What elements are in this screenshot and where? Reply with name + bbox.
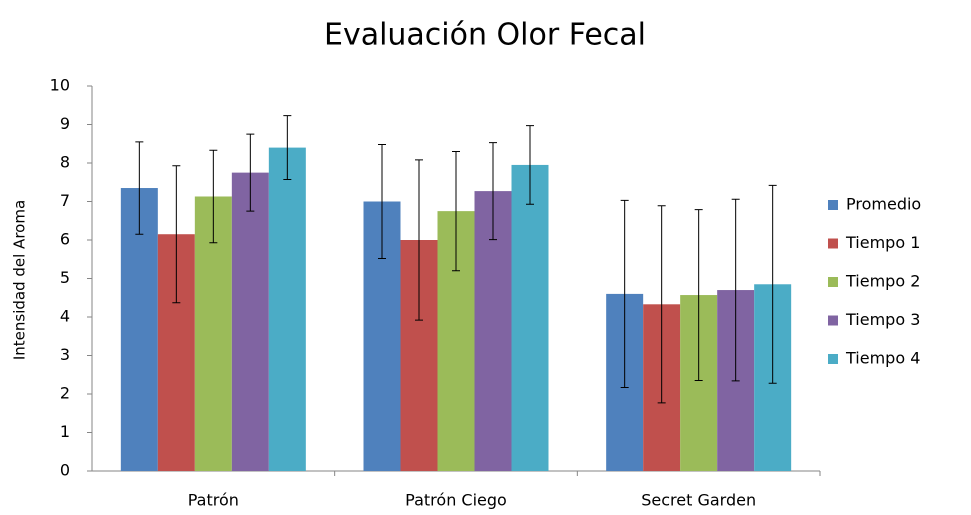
- error-bar: [415, 159, 423, 321]
- error-bar: [172, 165, 181, 304]
- x-tick-label: Secret Garden: [641, 491, 756, 510]
- y-axis-label: Intensidad del Aroma: [11, 200, 29, 360]
- y-tick-label: 10: [50, 76, 70, 95]
- error-bar: [452, 150, 460, 272]
- legend-label: Tiempo 1: [845, 233, 920, 252]
- x-tick-label: Patrón Ciego: [405, 491, 507, 510]
- legend-label: Promedio: [846, 195, 921, 214]
- y-tick-label: 5: [60, 268, 70, 287]
- y-tick-label: 0: [60, 461, 70, 480]
- y-tick-label: 7: [60, 191, 70, 210]
- bar: [511, 164, 549, 472]
- chart-title: Evaluación Olor Fecal: [324, 18, 646, 53]
- y-tick-label: 1: [60, 422, 70, 441]
- y-tick-label: 4: [60, 307, 70, 326]
- x-tick-label: Patrón: [188, 491, 239, 510]
- error-bar: [489, 142, 497, 241]
- error-bar: [768, 184, 777, 384]
- bar: [231, 172, 269, 471]
- legend-label: Tiempo 4: [845, 349, 920, 368]
- error-bar: [731, 198, 740, 382]
- legend-swatch: [828, 200, 838, 210]
- bar: [268, 147, 306, 471]
- legend-swatch: [828, 277, 838, 287]
- error-bar: [657, 205, 666, 404]
- error-bar: [694, 209, 703, 382]
- legend-label: Tiempo 2: [845, 272, 920, 291]
- error-bar: [526, 125, 534, 205]
- legend-swatch: [828, 315, 838, 326]
- error-bar: [135, 141, 144, 235]
- error-bar: [620, 199, 629, 388]
- error-bar: [246, 133, 255, 212]
- y-tick-label: 6: [60, 230, 70, 249]
- y-tick-label: 9: [60, 114, 70, 133]
- y-tick-label: 8: [60, 153, 70, 172]
- error-bar: [209, 149, 218, 244]
- y-tick-label: 3: [60, 345, 70, 364]
- legend-swatch: [828, 238, 838, 249]
- bar: [120, 188, 158, 471]
- y-tick-label: 2: [60, 384, 70, 403]
- error-bar: [283, 115, 292, 181]
- error-bar: [378, 144, 386, 259]
- legend-swatch: [828, 354, 838, 364]
- legend-label: Tiempo 3: [845, 310, 920, 329]
